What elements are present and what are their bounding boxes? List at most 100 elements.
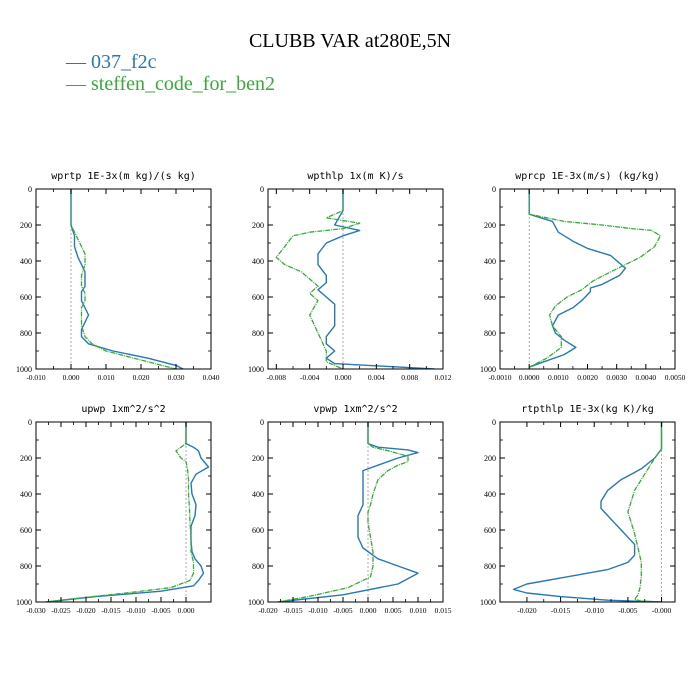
- y-tick-label: 0: [28, 418, 32, 427]
- y-tick-label: 200: [252, 454, 264, 463]
- y-tick-label: 1000: [480, 365, 496, 374]
- x-tick-label: 0.000: [335, 373, 352, 382]
- y-tick-label: 600: [20, 293, 32, 302]
- legend-item-steffen: — steffen_code_for_ben2: [66, 73, 275, 96]
- x-tick-label: -0.005: [333, 606, 353, 615]
- y-tick-label: 0: [492, 418, 496, 427]
- x-tick-label: 0.0050: [665, 373, 686, 382]
- subplot-1: wprtp 1E-3x(m kg)/(s kg) 0 200 400 600 800 100…: [16, 171, 220, 382]
- subplot-4: upwp 1xm^2/s^2 0 200 400 600 800 1000-0.030 -0.…: [16, 404, 212, 615]
- x-tick-label: -0.005: [151, 606, 171, 615]
- x-tick-label: -0.020: [258, 606, 278, 615]
- x-tick-label: -0.004: [300, 373, 320, 382]
- y-tick-label: 800: [484, 562, 496, 571]
- series-line-037-f2c: [512, 422, 663, 602]
- series-line-037-f2c: [528, 189, 627, 368]
- y-tick-label: 200: [484, 221, 496, 230]
- series-line-steffen: [627, 422, 663, 602]
- x-tick-label: -0.015: [101, 606, 121, 615]
- y-tick-label: 800: [252, 562, 264, 571]
- x-tick-label: 0.005: [385, 606, 402, 615]
- x-tick-label: -0.020: [76, 606, 96, 615]
- y-tick-label: 0: [260, 185, 264, 194]
- x-tick-label: 0.0020: [577, 373, 598, 382]
- plot-frame: [35, 421, 212, 603]
- x-tick-label: 0.000: [63, 373, 80, 382]
- subplot-2: wpthlp 1x(m K)/s 0 200 400 600 800 1000-0.008 -…: [248, 171, 452, 382]
- x-tick-label: 0.008: [401, 373, 418, 382]
- y-tick-label: 200: [484, 454, 496, 463]
- x-tick-label: 0.010: [410, 606, 427, 615]
- y-tick-label: 200: [20, 454, 32, 463]
- legend-swatch: —: [66, 73, 91, 95]
- y-tick-label: 0: [28, 185, 32, 194]
- subplot-title: upwp 1xm^2/s^2: [81, 404, 165, 415]
- x-tick-label: 0.030: [168, 373, 185, 382]
- x-tick-label: 0.0040: [636, 373, 657, 382]
- y-tick-label: 800: [20, 329, 32, 338]
- plot-frame: [499, 421, 676, 603]
- x-tick-label: -0.010: [26, 373, 46, 382]
- x-tick-label: 0.000: [360, 606, 377, 615]
- y-tick-label: 800: [484, 329, 496, 338]
- figure-title: CLUBB VAR at280E,5N: [248, 30, 452, 52]
- series-line-037-f2c: [45, 422, 210, 602]
- x-tick-label: -0.020: [517, 606, 537, 615]
- series-line-steffen: [528, 189, 662, 368]
- x-tick-label: -0.030: [26, 606, 46, 615]
- x-tick-label: 0.040: [203, 373, 220, 382]
- subplot-6: rtpthlp 1E-3x(kg K)/kg 0 200 400 600 800 1000 -…: [480, 404, 676, 615]
- y-tick-label: 600: [484, 293, 496, 302]
- x-tick-label: 0.012: [435, 373, 452, 382]
- subplot-title: rtpthlp 1E-3x(kg K)/kg: [521, 404, 653, 415]
- y-tick-label: 600: [252, 526, 264, 535]
- legend-swatch: —: [66, 51, 91, 73]
- legend-label: 037_f2c: [91, 51, 157, 73]
- x-tick-label: -0.025: [51, 606, 71, 615]
- x-tick-label: 0.004: [368, 373, 385, 382]
- y-tick-label: 600: [20, 526, 32, 535]
- subplot-3: wprcp 1E-3x(m/s) (kg/kg) 0 200 400 600 800 100…: [480, 171, 686, 382]
- y-tick-label: 800: [252, 329, 264, 338]
- x-tick-label: -0.010: [585, 606, 605, 615]
- x-tick-label: 0.0030: [606, 373, 627, 382]
- y-tick-label: 1000: [248, 598, 264, 607]
- y-tick-label: 800: [20, 562, 32, 571]
- y-tick-label: 200: [252, 221, 264, 230]
- y-tick-label: 400: [252, 257, 264, 266]
- x-tick-label: -0.0010: [488, 373, 511, 382]
- subplot-5: vpwp 1xm^2/s^2 0 200 400 600 800 1000-0.020 -0.…: [248, 404, 452, 615]
- x-tick-label: 0.010: [98, 373, 115, 382]
- x-tick-label: -0.010: [308, 606, 328, 615]
- series-line-steffen: [277, 422, 409, 602]
- x-tick-label: -0.008: [267, 373, 287, 382]
- subplot-title: wpthlp 1x(m K)/s: [307, 171, 403, 182]
- plot-frame: [35, 188, 212, 370]
- y-tick-label: 600: [252, 293, 264, 302]
- y-tick-label: 400: [484, 490, 496, 499]
- y-tick-label: 600: [484, 526, 496, 535]
- x-tick-label: -0.005: [618, 606, 638, 615]
- x-tick-label: 0.020: [133, 373, 150, 382]
- y-tick-label: 0: [260, 418, 264, 427]
- legend-label: steffen_code_for_ben2: [91, 73, 276, 95]
- y-tick-label: 400: [252, 490, 264, 499]
- y-tick-label: 400: [484, 257, 496, 266]
- x-tick-label: -0.015: [551, 606, 571, 615]
- plot-frame: [267, 421, 444, 603]
- y-tick-label: 1000: [16, 365, 32, 374]
- x-tick-label: 0.0010: [548, 373, 569, 382]
- series-line-steffen: [70, 189, 177, 369]
- series-line-037-f2c: [70, 189, 184, 369]
- subplot-title: wprcp 1E-3x(m/s) (kg/kg): [515, 171, 660, 182]
- x-tick-label: -0.015: [283, 606, 303, 615]
- subplot-title: vpwp 1xm^2/s^2: [313, 404, 397, 415]
- y-tick-label: 1000: [16, 598, 32, 607]
- plot-frame: [267, 188, 444, 370]
- x-tick-label: -0.010: [126, 606, 146, 615]
- series-line-steffen: [275, 189, 361, 369]
- legend-item-037-f2c: — 037_f2c: [66, 51, 157, 74]
- x-tick-label: -0.000: [652, 606, 672, 615]
- y-tick-label: 400: [20, 257, 32, 266]
